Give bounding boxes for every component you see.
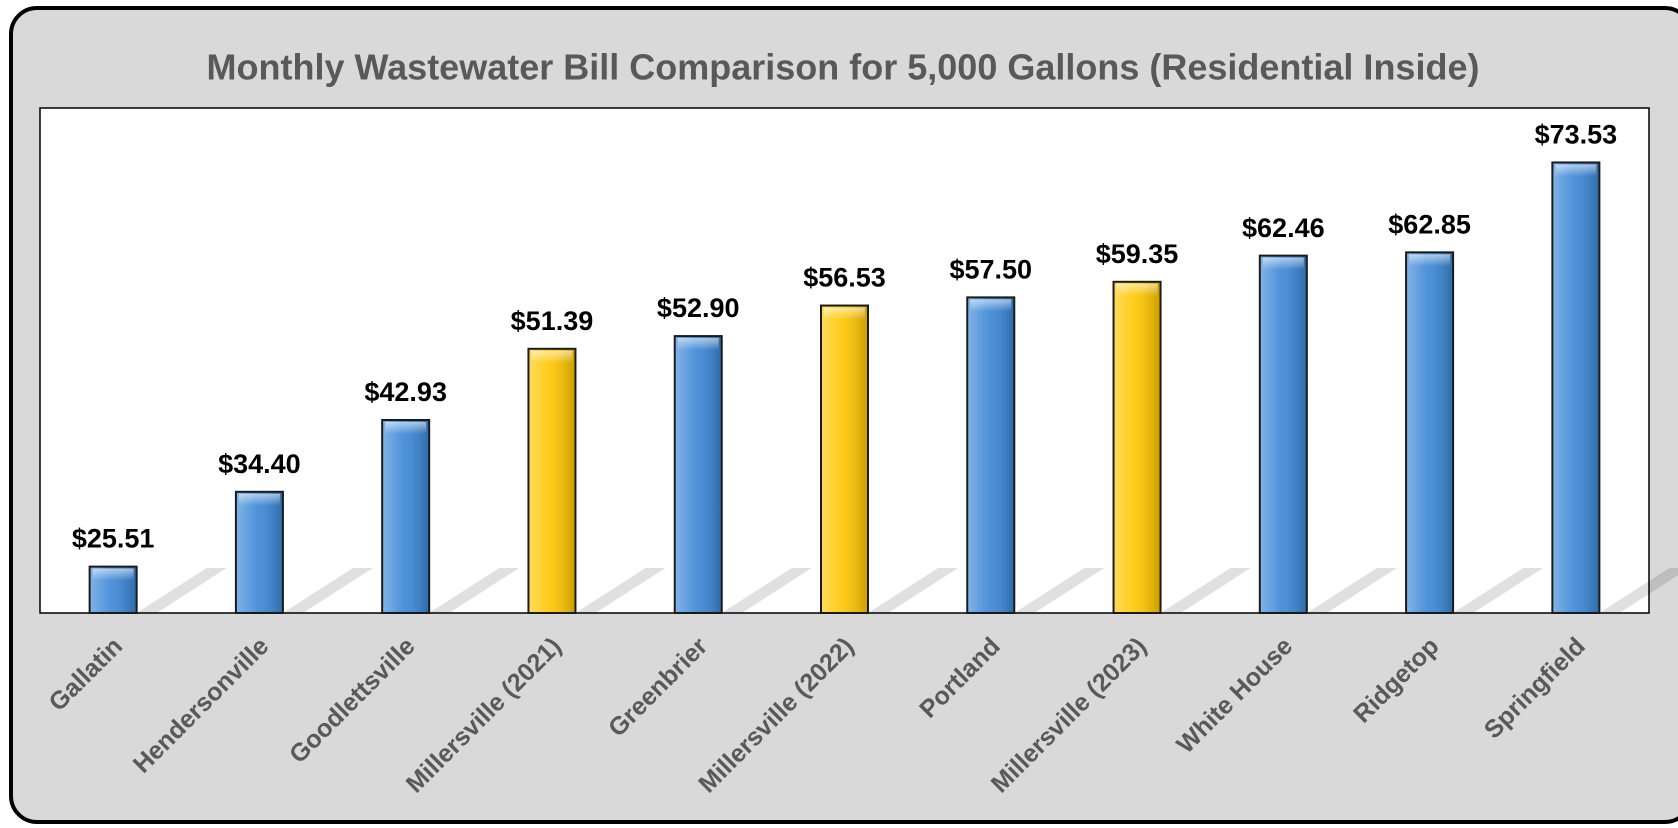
data-label: $51.39 bbox=[511, 306, 594, 336]
data-label: $42.93 bbox=[364, 377, 447, 407]
bar-cap bbox=[824, 307, 865, 320]
bar-shine bbox=[1407, 253, 1453, 613]
chart-title: Monthly Wastewater Bill Comparison for 5… bbox=[207, 47, 1480, 88]
bar-shadow bbox=[868, 568, 958, 613]
bar-shadow bbox=[575, 568, 666, 613]
bar-shine bbox=[1553, 163, 1599, 613]
bar-shine bbox=[675, 337, 721, 612]
bar-shadow bbox=[1599, 568, 1678, 613]
bar-shadow bbox=[1014, 568, 1105, 613]
data-label: $59.35 bbox=[1096, 239, 1179, 269]
bar-shine bbox=[236, 492, 282, 612]
bar-shine bbox=[529, 349, 575, 612]
data-label: $62.85 bbox=[1388, 209, 1471, 239]
bar-shadow bbox=[1160, 568, 1251, 613]
bar-cap bbox=[385, 422, 427, 435]
bar-shadow bbox=[1306, 568, 1397, 613]
bar-cap bbox=[1116, 283, 1158, 296]
data-label: $56.53 bbox=[803, 263, 886, 293]
data-label: $34.40 bbox=[218, 449, 301, 479]
bar-cap bbox=[1555, 164, 1597, 177]
bar-cap bbox=[1262, 257, 1304, 270]
bar-shine bbox=[822, 306, 867, 612]
bar-shadow bbox=[1453, 568, 1544, 613]
data-label: $25.51 bbox=[72, 524, 155, 554]
bar-shine bbox=[1114, 282, 1160, 612]
bar-shine bbox=[968, 298, 1014, 612]
bar-cap bbox=[238, 493, 280, 506]
bar-shine bbox=[383, 421, 429, 612]
data-label: $57.50 bbox=[949, 255, 1032, 285]
bar-shadow bbox=[721, 568, 812, 613]
bar-cap bbox=[92, 568, 134, 581]
bar-shine bbox=[1260, 256, 1306, 612]
bar-shadow bbox=[282, 568, 373, 613]
data-label: $52.90 bbox=[657, 293, 740, 323]
bar-cap bbox=[531, 350, 573, 363]
bar-cap bbox=[970, 299, 1012, 312]
bar-shadow bbox=[429, 568, 520, 613]
data-label: $62.46 bbox=[1242, 213, 1325, 243]
bar-cap bbox=[677, 338, 719, 351]
data-label: $73.53 bbox=[1535, 120, 1618, 150]
bar-cap bbox=[1409, 254, 1451, 267]
bar-shadow bbox=[136, 568, 227, 613]
